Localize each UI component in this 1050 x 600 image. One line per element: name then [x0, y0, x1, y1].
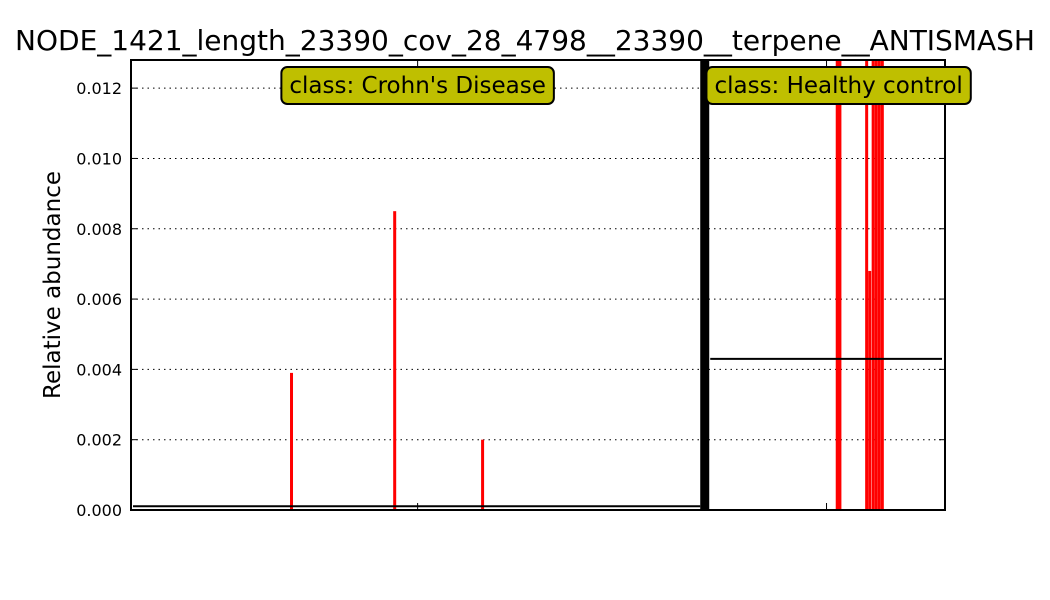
- group-means: [133, 357, 942, 508]
- chart-title: NODE_1421_length_23390_cov_28_4798__2339…: [15, 24, 1035, 57]
- bar: [874, 60, 878, 510]
- class-label-background: [280, 66, 555, 105]
- group-dividers: [700, 60, 710, 510]
- bar: [481, 439, 485, 510]
- y-tick-label: 0.012: [76, 79, 122, 98]
- bar: [290, 372, 294, 510]
- bar: [865, 60, 869, 510]
- y-axis-label: Relative abundance: [40, 171, 66, 399]
- bar: [877, 60, 881, 510]
- class-label-background: [705, 66, 972, 105]
- bar: [880, 60, 884, 510]
- class-label-text: class: Healthy control: [714, 73, 962, 99]
- bar: [835, 60, 839, 510]
- bar-series: [290, 60, 884, 510]
- y-tick-label: 0.010: [76, 149, 122, 168]
- class-label-text: class: Crohn's Disease: [289, 73, 545, 99]
- bar: [393, 211, 397, 510]
- class-labels: class: Crohn's Disease class: Healthy con…: [280, 66, 972, 105]
- class-label-box: class: Healthy control: [705, 66, 972, 105]
- y-axis-ticks: 0.000 0.002 0.004 0.006 0.008 0.010 0.012: [76, 79, 945, 520]
- y-tick-label: 0.006: [76, 290, 122, 309]
- bar: [868, 270, 872, 510]
- y-tick-label: 0.008: [76, 220, 122, 239]
- grid-lines: [131, 87, 945, 441]
- y-tick-label: 0.004: [76, 360, 122, 379]
- plot-area: [130, 59, 946, 511]
- x-axis-ticks: [417, 60, 828, 510]
- y-tick-label: 0.002: [76, 431, 122, 450]
- bar: [871, 60, 875, 510]
- group-divider: [700, 60, 710, 510]
- class-label-box: class: Crohn's Disease: [280, 66, 555, 105]
- y-tick-label: 0.000: [76, 501, 122, 520]
- bar: [838, 60, 842, 510]
